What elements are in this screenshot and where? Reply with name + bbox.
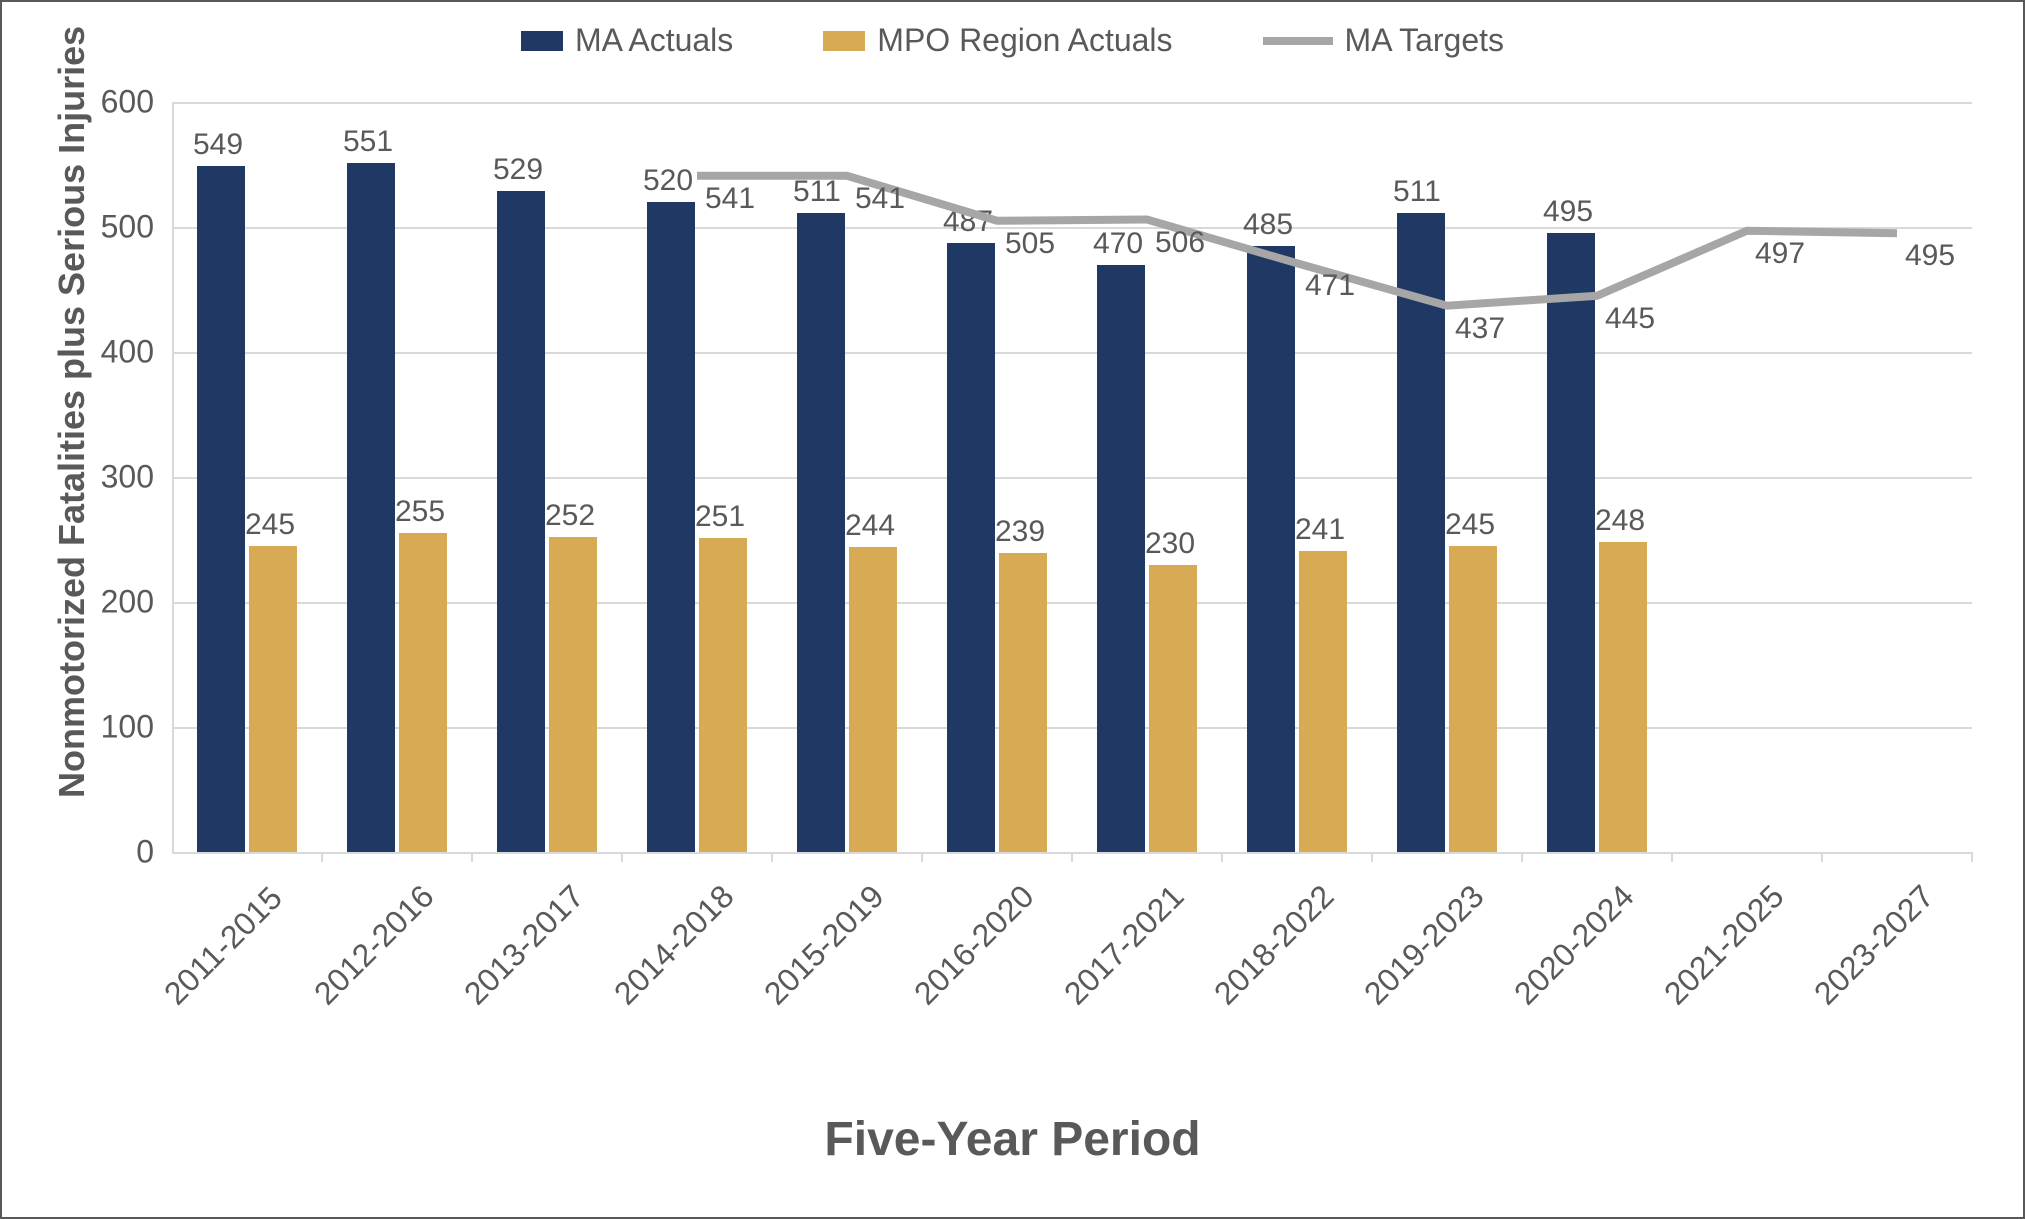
bar-ma-actuals bbox=[1547, 233, 1595, 852]
y-tick-label: 100 bbox=[101, 709, 172, 746]
y-axis-title: Nonmotorized Fatalities plus Serious Inj… bbox=[51, 198, 93, 798]
bar-label-mpo-actuals: 255 bbox=[395, 495, 445, 529]
bar-label-ma-actuals: 511 bbox=[1393, 175, 1441, 209]
legend-label-ma-actuals: MA Actuals bbox=[575, 22, 733, 59]
legend-item-ma-actuals: MA Actuals bbox=[521, 22, 733, 59]
x-category-label: 2011-2015 bbox=[157, 880, 289, 1012]
x-category-label: 2015-2019 bbox=[757, 880, 889, 1012]
x-category-label: 2021-2025 bbox=[1657, 880, 1789, 1012]
bar-label-ma-actuals: 511 bbox=[793, 175, 841, 209]
bar-mpo-actuals bbox=[1299, 551, 1347, 852]
y-tick-label: 500 bbox=[101, 209, 172, 246]
x-tickmark bbox=[921, 852, 923, 862]
x-tickmark bbox=[1671, 852, 1673, 862]
legend-label-mpo-actuals: MPO Region Actuals bbox=[877, 22, 1172, 59]
x-category-label: 2013-2017 bbox=[457, 880, 589, 1012]
x-tickmark bbox=[771, 852, 773, 862]
y-tick-label: 0 bbox=[136, 834, 172, 871]
x-tickmark bbox=[471, 852, 473, 862]
bar-label-mpo-actuals: 245 bbox=[245, 508, 295, 542]
gridline bbox=[172, 102, 1972, 104]
bar-label-mpo-actuals: 244 bbox=[845, 509, 895, 543]
bar-label-mpo-actuals: 241 bbox=[1295, 513, 1345, 547]
bar-mpo-actuals bbox=[1449, 546, 1497, 852]
bar-mpo-actuals bbox=[699, 538, 747, 852]
bar-label-ma-actuals: 549 bbox=[193, 128, 243, 162]
x-tickmark bbox=[321, 852, 323, 862]
bar-label-mpo-actuals: 251 bbox=[695, 500, 745, 534]
legend-line-ma-targets bbox=[1263, 37, 1333, 45]
line-label-ma-targets: 471 bbox=[1305, 269, 1355, 303]
line-label-ma-targets: 541 bbox=[705, 182, 755, 216]
bar-label-ma-actuals: 495 bbox=[1543, 195, 1593, 229]
bar-label-mpo-actuals: 239 bbox=[995, 515, 1045, 549]
y-tick-label: 400 bbox=[101, 334, 172, 371]
line-label-ma-targets: 506 bbox=[1155, 226, 1205, 260]
bar-label-ma-actuals: 520 bbox=[643, 164, 693, 198]
plot-area: 01002003004005006002011-20155492452012-2… bbox=[172, 102, 1972, 852]
bar-mpo-actuals bbox=[849, 547, 897, 852]
x-tickmark bbox=[1221, 852, 1223, 862]
bar-mpo-actuals bbox=[999, 553, 1047, 852]
legend-label-ma-targets: MA Targets bbox=[1345, 22, 1504, 59]
x-category-label: 2016-2020 bbox=[907, 880, 1039, 1012]
line-label-ma-targets: 541 bbox=[855, 182, 905, 216]
y-tick-label: 300 bbox=[101, 459, 172, 496]
bar-mpo-actuals bbox=[249, 546, 297, 852]
legend-item-ma-targets: MA Targets bbox=[1263, 22, 1504, 59]
bar-ma-actuals bbox=[1097, 265, 1145, 853]
line-label-ma-targets: 445 bbox=[1605, 302, 1655, 336]
x-category-label: 2017-2021 bbox=[1057, 880, 1189, 1012]
x-tickmark bbox=[621, 852, 623, 862]
x-category-label: 2014-2018 bbox=[607, 880, 739, 1012]
bar-ma-actuals bbox=[497, 191, 545, 852]
x-tickmark bbox=[1371, 852, 1373, 862]
legend: MA Actuals MPO Region Actuals MA Targets bbox=[2, 22, 2023, 59]
gridline bbox=[172, 352, 1972, 354]
x-tickmark bbox=[1971, 852, 1973, 862]
bar-mpo-actuals bbox=[1149, 565, 1197, 853]
bar-label-mpo-actuals: 248 bbox=[1595, 504, 1645, 538]
bar-ma-actuals bbox=[947, 243, 995, 852]
line-label-ma-targets: 497 bbox=[1755, 237, 1805, 271]
legend-swatch-ma-actuals bbox=[521, 31, 563, 51]
legend-swatch-mpo-actuals bbox=[823, 31, 865, 51]
x-category-label: 2019-2023 bbox=[1357, 880, 1489, 1012]
x-category-label: 2023-2027 bbox=[1807, 880, 1939, 1012]
chart-frame: MA Actuals MPO Region Actuals MA Targets… bbox=[0, 0, 2025, 1219]
y-tick-label: 600 bbox=[101, 84, 172, 121]
line-label-ma-targets: 495 bbox=[1905, 239, 1955, 273]
bar-label-ma-actuals: 487 bbox=[943, 205, 993, 239]
bar-label-mpo-actuals: 245 bbox=[1445, 508, 1495, 542]
x-tickmark bbox=[1821, 852, 1823, 862]
x-axis-title: Five-Year Period bbox=[2, 1112, 2023, 1167]
x-category-label: 2012-2016 bbox=[307, 880, 439, 1012]
bar-mpo-actuals bbox=[1599, 542, 1647, 852]
x-category-label: 2018-2022 bbox=[1207, 880, 1339, 1012]
bar-ma-actuals bbox=[797, 213, 845, 852]
x-tickmark bbox=[1071, 852, 1073, 862]
bar-mpo-actuals bbox=[399, 533, 447, 852]
line-label-ma-targets: 437 bbox=[1455, 312, 1505, 346]
bar-ma-actuals bbox=[1397, 213, 1445, 852]
gridline bbox=[172, 477, 1972, 479]
bar-ma-actuals bbox=[1247, 246, 1295, 852]
bar-ma-actuals bbox=[347, 163, 395, 852]
bar-ma-actuals bbox=[197, 166, 245, 852]
x-category-label: 2020-2024 bbox=[1507, 880, 1639, 1012]
bar-label-ma-actuals: 529 bbox=[493, 153, 543, 187]
bar-ma-actuals bbox=[647, 202, 695, 852]
bar-mpo-actuals bbox=[549, 537, 597, 852]
line-label-ma-targets: 505 bbox=[1005, 227, 1055, 261]
x-tickmark bbox=[1521, 852, 1523, 862]
bar-label-ma-actuals: 470 bbox=[1093, 227, 1143, 261]
y-tick-label: 200 bbox=[101, 584, 172, 621]
bar-label-ma-actuals: 551 bbox=[343, 125, 393, 159]
bar-label-mpo-actuals: 252 bbox=[545, 499, 595, 533]
gridline bbox=[172, 227, 1972, 229]
legend-item-mpo-actuals: MPO Region Actuals bbox=[823, 22, 1172, 59]
bar-label-ma-actuals: 485 bbox=[1243, 208, 1293, 242]
bar-label-mpo-actuals: 230 bbox=[1145, 527, 1195, 561]
